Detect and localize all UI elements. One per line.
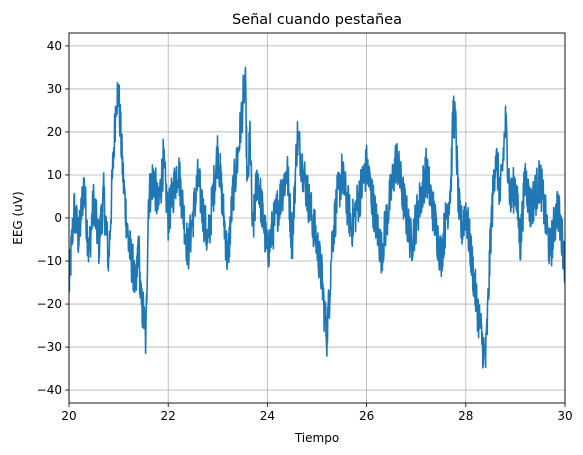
x-tick-label: 22 bbox=[161, 409, 176, 423]
y-tick-label: −40 bbox=[37, 383, 62, 397]
chart-title: Señal cuando pestañea bbox=[232, 12, 402, 28]
x-tick-label: 26 bbox=[359, 409, 374, 423]
eeg-signal-line bbox=[69, 66, 565, 369]
y-axis-ticks: −40 −30 −20 −10 0 10 20 30 40 bbox=[37, 39, 69, 397]
y-tick-label: −10 bbox=[37, 254, 62, 268]
y-tick-label: 10 bbox=[47, 168, 62, 182]
y-axis-title: EEG (uV) bbox=[11, 191, 25, 244]
y-tick-label: 40 bbox=[47, 39, 62, 53]
x-axis-ticks: 20 22 24 26 28 30 bbox=[61, 403, 573, 423]
x-tick-label: 24 bbox=[260, 409, 275, 423]
y-tick-label: 20 bbox=[47, 125, 62, 139]
x-tick-label: 28 bbox=[458, 409, 473, 423]
y-tick-label: 0 bbox=[54, 211, 62, 225]
y-tick-label: 30 bbox=[47, 82, 62, 96]
y-tick-label: −30 bbox=[37, 340, 62, 354]
y-tick-label: −20 bbox=[37, 297, 62, 311]
x-tick-label: 30 bbox=[557, 409, 572, 423]
x-axis-title: Tiempo bbox=[294, 431, 339, 445]
x-tick-label: 20 bbox=[61, 409, 76, 423]
